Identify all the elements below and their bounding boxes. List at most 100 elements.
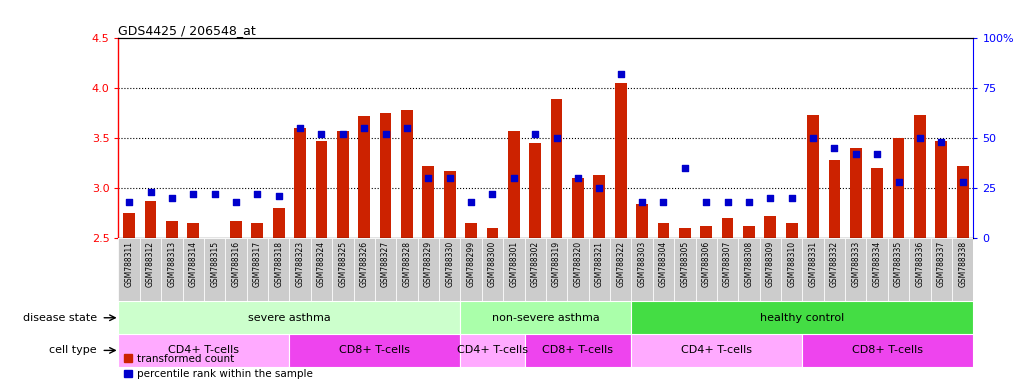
Bar: [439, 238, 460, 301]
Legend: transformed count, percentile rank within the sample: transformed count, percentile rank withi…: [124, 354, 313, 379]
Point: [548, 135, 564, 141]
Bar: [268, 238, 289, 301]
Bar: [444, 171, 455, 238]
Point: [506, 175, 522, 181]
Bar: [315, 141, 328, 238]
Bar: [332, 238, 353, 301]
Bar: [637, 204, 648, 238]
Point: [462, 199, 479, 205]
Text: GSM788335: GSM788335: [894, 241, 903, 288]
Bar: [739, 238, 759, 301]
Bar: [124, 213, 135, 238]
Point: [527, 131, 544, 137]
Bar: [572, 178, 584, 238]
Text: GSM788319: GSM788319: [552, 241, 561, 287]
Text: CD8+ T-cells: CD8+ T-cells: [340, 345, 410, 356]
Bar: [593, 175, 606, 238]
Bar: [358, 116, 370, 238]
Point: [121, 199, 137, 205]
Point: [335, 131, 351, 137]
Point: [677, 165, 693, 171]
Text: GSM788320: GSM788320: [574, 241, 582, 287]
Bar: [529, 143, 541, 238]
Point: [142, 189, 159, 195]
Point: [633, 199, 650, 205]
Text: GSM788304: GSM788304: [659, 241, 667, 288]
Text: GSM788302: GSM788302: [530, 241, 540, 287]
Text: GSM788303: GSM788303: [638, 241, 647, 288]
Bar: [695, 238, 717, 301]
Text: GSM788328: GSM788328: [403, 241, 411, 287]
Bar: [759, 238, 781, 301]
Bar: [615, 83, 626, 238]
Text: GSM788321: GSM788321: [595, 241, 604, 287]
Bar: [230, 221, 242, 238]
Point: [291, 125, 308, 131]
Bar: [289, 238, 311, 301]
Bar: [957, 166, 968, 238]
Bar: [251, 223, 264, 238]
Text: healthy control: healthy control: [760, 313, 845, 323]
Bar: [118, 334, 289, 367]
Bar: [204, 238, 226, 301]
Bar: [674, 238, 695, 301]
Bar: [679, 228, 691, 238]
Bar: [337, 131, 349, 238]
Text: GSM788305: GSM788305: [681, 241, 689, 288]
Bar: [657, 223, 670, 238]
Bar: [311, 238, 332, 301]
Point: [484, 191, 501, 197]
Bar: [610, 238, 631, 301]
Bar: [786, 223, 797, 238]
Bar: [589, 238, 610, 301]
Text: GSM788300: GSM788300: [488, 241, 496, 288]
Bar: [460, 334, 524, 367]
Text: non-severe asthma: non-severe asthma: [492, 313, 599, 323]
Bar: [546, 238, 568, 301]
Point: [185, 191, 202, 197]
Point: [804, 135, 821, 141]
Text: GSM788308: GSM788308: [745, 241, 753, 287]
Text: GSM788324: GSM788324: [317, 241, 325, 287]
Point: [249, 191, 266, 197]
Text: GSM788299: GSM788299: [467, 241, 476, 287]
Text: GSM788301: GSM788301: [510, 241, 518, 287]
Bar: [866, 238, 888, 301]
Bar: [460, 301, 631, 334]
Text: GSM788314: GSM788314: [188, 241, 198, 287]
Point: [655, 199, 672, 205]
Text: severe asthma: severe asthma: [248, 313, 331, 323]
Bar: [888, 238, 909, 301]
Bar: [802, 334, 973, 367]
Point: [206, 191, 222, 197]
Text: disease state: disease state: [23, 313, 97, 323]
Bar: [722, 218, 733, 238]
Text: GSM788333: GSM788333: [852, 241, 860, 288]
Bar: [187, 223, 199, 238]
Text: GSM788338: GSM788338: [958, 241, 967, 287]
Text: GSM788312: GSM788312: [146, 241, 154, 287]
Point: [848, 151, 864, 157]
Point: [762, 195, 779, 201]
Bar: [914, 115, 926, 238]
Bar: [289, 334, 460, 367]
Text: GSM788315: GSM788315: [210, 241, 219, 287]
Text: GSM788330: GSM788330: [445, 241, 454, 288]
Bar: [380, 113, 391, 238]
Point: [164, 195, 180, 201]
Text: GSM788322: GSM788322: [616, 241, 625, 287]
Bar: [700, 226, 712, 238]
Text: GSM788329: GSM788329: [424, 241, 433, 287]
Text: CD8+ T-cells: CD8+ T-cells: [543, 345, 614, 356]
Text: GSM788332: GSM788332: [830, 241, 838, 287]
Bar: [631, 238, 653, 301]
Bar: [935, 141, 948, 238]
Point: [613, 71, 629, 78]
Bar: [850, 148, 862, 238]
Text: GSM788317: GSM788317: [253, 241, 262, 287]
Bar: [353, 238, 375, 301]
Point: [591, 185, 608, 191]
Bar: [568, 238, 588, 301]
Bar: [161, 238, 182, 301]
Point: [784, 195, 800, 201]
